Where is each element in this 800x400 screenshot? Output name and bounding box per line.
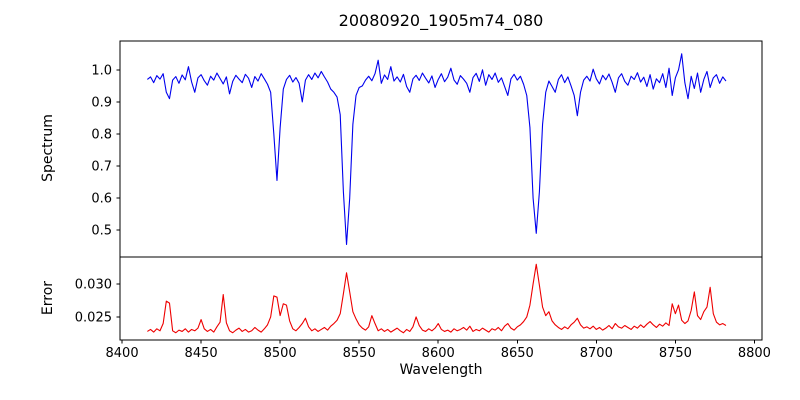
spectrum-y-tick-label: 1.0 bbox=[91, 63, 112, 78]
error-panel-frame bbox=[119, 256, 763, 341]
spectrum-y-tick-label: 0.5 bbox=[91, 224, 112, 239]
x-axis-label: Wavelength bbox=[399, 362, 483, 378]
spectrum-y-tick-label: 0.7 bbox=[91, 159, 112, 174]
spectrum-line bbox=[147, 53, 727, 246]
x-tick-label: 8400 bbox=[106, 346, 139, 361]
x-tick-label: 8500 bbox=[264, 346, 297, 361]
x-tick-label: 8600 bbox=[422, 346, 455, 361]
x-tick-label: 8800 bbox=[738, 346, 771, 361]
x-tick-label: 8550 bbox=[343, 346, 376, 361]
error-line bbox=[147, 263, 727, 334]
x-tick-label: 8650 bbox=[501, 346, 534, 361]
x-tick-label: 8700 bbox=[580, 346, 613, 361]
x-tick-label: 8450 bbox=[185, 346, 218, 361]
spectrum-y-tick-label: 0.9 bbox=[91, 95, 112, 110]
error-y-tick-label: 0.030 bbox=[75, 278, 112, 293]
spectrum-y-tick-label: 0.6 bbox=[91, 192, 112, 207]
x-tick-label: 8750 bbox=[659, 346, 692, 361]
error-y-tick-label: 0.025 bbox=[75, 310, 112, 325]
spectrum-y-tick-label: 0.8 bbox=[91, 127, 112, 142]
chart-title: 20080920_1905m74_080 bbox=[338, 11, 544, 30]
